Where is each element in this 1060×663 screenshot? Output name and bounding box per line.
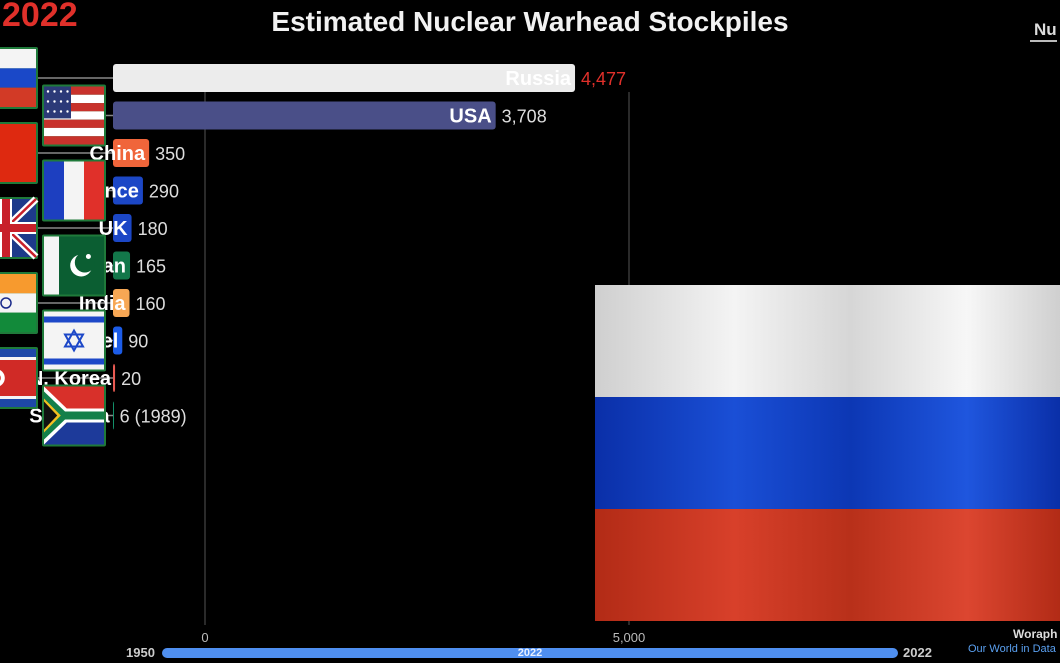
top-right-tab[interactable]: Nu [1030, 20, 1057, 42]
x-tick-label: 5,000 [613, 630, 646, 645]
credit-author: Woraph [1013, 627, 1058, 641]
flag-israel-icon [42, 309, 106, 372]
value-label: 180 [138, 219, 168, 239]
bar-israel [113, 326, 123, 355]
bar-pakistan [113, 251, 131, 280]
flag-south-africa-icon [42, 384, 106, 447]
bar-n-korea [113, 364, 116, 392]
value-label: 165 [136, 257, 166, 277]
timeline-start-label: 1950 [126, 645, 155, 660]
bar-india [113, 289, 130, 317]
timeline-current-label: 2022 [517, 647, 543, 659]
chart-title: Estimated Nuclear Warhead Stockpiles [271, 6, 789, 37]
category-label: USA [449, 106, 491, 128]
flag-india-icon [0, 272, 38, 334]
bar-s-africa [113, 401, 114, 430]
flag-china-icon [0, 122, 38, 184]
value-label: 4,477 [581, 69, 626, 89]
value-label: 6 (1989) [120, 407, 187, 427]
flag-north-korea-icon [0, 347, 38, 409]
flag-russia-icon [0, 47, 38, 109]
category-label: UK [99, 218, 128, 240]
value-label: 90 [128, 332, 148, 352]
flag-uk-icon [0, 196, 39, 260]
value-label: 350 [155, 144, 185, 164]
bar-china [113, 139, 150, 167]
value-label: 20 [121, 369, 141, 389]
timeline-slider[interactable] [162, 648, 898, 658]
credit-source: Our World in Data [968, 643, 1056, 655]
category-label: Russia [505, 68, 571, 90]
value-label: 160 [136, 294, 166, 314]
bar-uk [113, 214, 132, 242]
bar-usa [113, 101, 496, 130]
flag-russia-large-icon [595, 285, 1060, 621]
flag-usa-icon [42, 84, 106, 147]
timeline-end-label: 2022 [903, 645, 932, 660]
flag-france-icon [42, 159, 106, 222]
flag-pakistan-icon [42, 234, 106, 297]
x-tick-label: 0 [201, 630, 208, 645]
bar-france [113, 176, 143, 205]
value-label: 290 [149, 182, 179, 202]
bar-russia [113, 64, 576, 92]
value-label: 3,708 [502, 107, 547, 127]
year-label: 2022 [2, 0, 78, 34]
